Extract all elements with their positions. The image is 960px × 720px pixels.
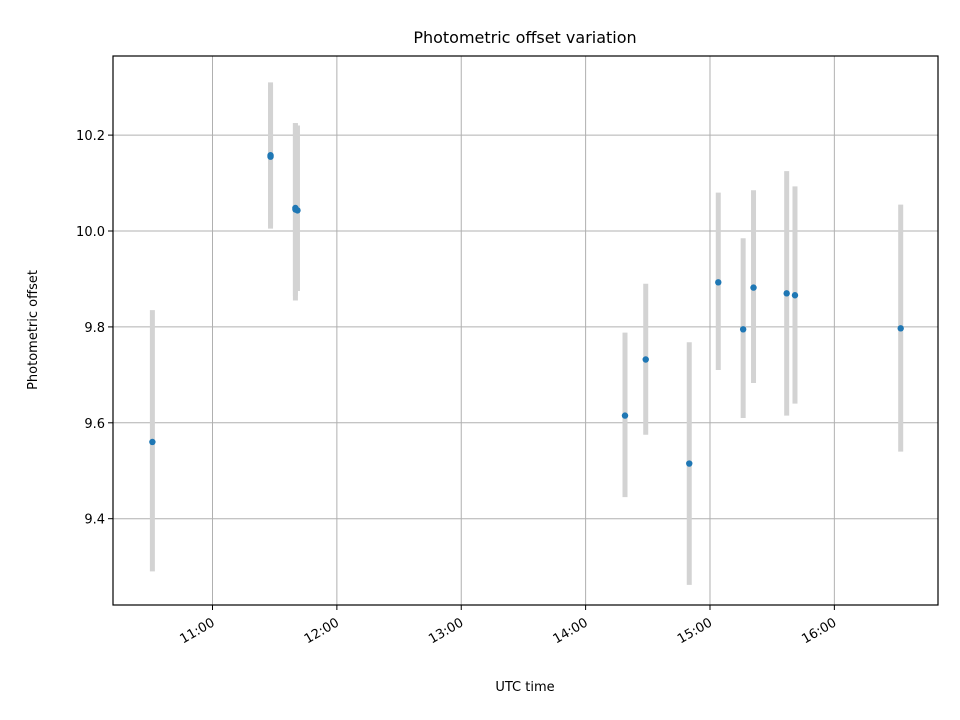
data-point: [791, 292, 799, 299]
y-tick-label: 10.2: [76, 129, 105, 144]
data-point: [750, 284, 757, 291]
y-axis-ticks: 9.4 9.6 9.8 10.0 10.2: [76, 129, 113, 528]
data-point: [294, 207, 301, 214]
y-tick-label: 9.4: [84, 513, 105, 528]
y-tick-label: 9.8: [84, 321, 105, 336]
data-point: [897, 325, 904, 332]
data-point: [642, 356, 649, 363]
data-point: [686, 460, 693, 467]
y-tick-label: 10.0: [76, 225, 105, 240]
y-axis-label: Photometric offset: [26, 270, 41, 390]
data-point: [739, 326, 747, 333]
data-point: [621, 412, 629, 419]
data-point: [715, 279, 722, 286]
y-tick-label: 9.6: [84, 417, 105, 432]
plot-area: [113, 56, 938, 605]
data-points: [149, 152, 904, 467]
grid: [113, 56, 938, 605]
x-axis-label: UTC time: [495, 680, 554, 695]
data-point: [267, 152, 274, 159]
data-point: [149, 438, 156, 446]
chart-title: Photometric offset variation: [413, 28, 636, 47]
plot-frame: [112, 55, 939, 606]
data-point: [783, 290, 790, 297]
